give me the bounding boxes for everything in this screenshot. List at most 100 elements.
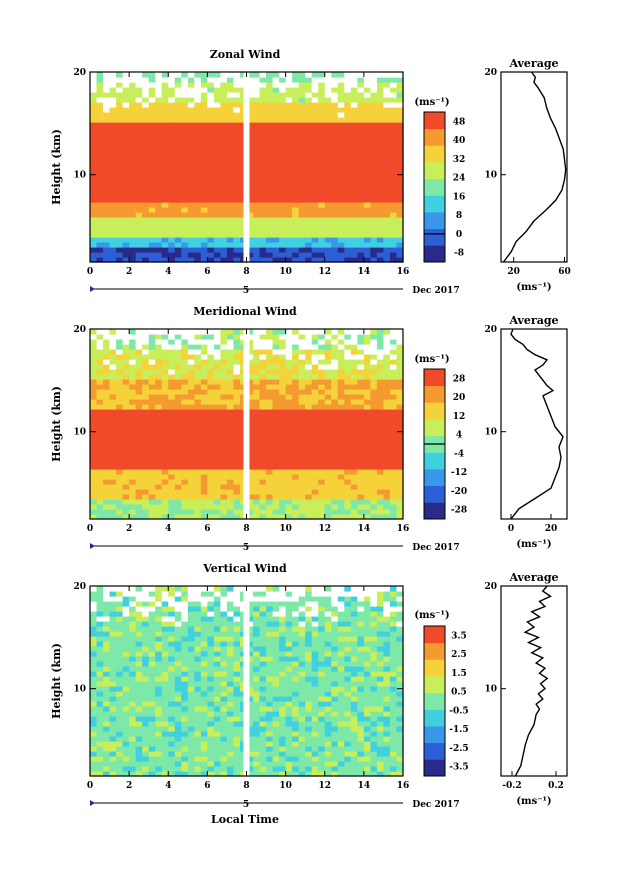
heatmap-cell xyxy=(298,232,306,238)
heatmap-cell xyxy=(396,479,404,485)
colorbar-tick-label: 24 xyxy=(453,174,466,184)
heatmap-cell xyxy=(220,359,228,365)
heatmap-cell xyxy=(116,509,124,515)
heatmap-cell xyxy=(259,666,267,672)
heatmap-cell xyxy=(96,671,104,677)
heatmap-cell xyxy=(194,429,202,435)
heatmap-cell xyxy=(174,374,182,380)
heatmap-cell xyxy=(370,364,378,370)
heatmap-cell xyxy=(383,454,391,460)
heatmap-cell xyxy=(305,489,313,495)
heatmap-cell xyxy=(370,344,378,350)
heatmap-cell xyxy=(226,339,235,345)
y-tick-label: 20 xyxy=(73,68,86,78)
heatmap-cell xyxy=(174,706,182,712)
heatmap-cell xyxy=(226,444,235,450)
heatmap-cell xyxy=(226,494,235,500)
heatmap-cell xyxy=(292,182,300,188)
heatmap-cell xyxy=(96,344,104,350)
heatmap-cell xyxy=(357,172,365,178)
heatmap-cell xyxy=(285,711,293,717)
heatmap-cell xyxy=(272,746,280,752)
heatmap-cell xyxy=(272,384,280,390)
heatmap-cell xyxy=(285,92,293,98)
heatmap-cell xyxy=(363,394,371,400)
heatmap-cell xyxy=(259,247,267,253)
heatmap-cell xyxy=(142,711,150,717)
heatmap-cell xyxy=(103,711,111,717)
heatmap-cell xyxy=(233,157,241,163)
heatmap-cell xyxy=(344,132,352,138)
heatmap-cell xyxy=(122,369,130,375)
heatmap-cell xyxy=(148,716,156,722)
heatmap-cell xyxy=(396,489,404,495)
heatmap-cell xyxy=(305,424,313,430)
heatmap-cell xyxy=(279,414,287,420)
heatmap-cell xyxy=(331,157,339,163)
heatmap-cell xyxy=(109,207,117,213)
heatmap-cell xyxy=(389,182,398,188)
heatmap-cell xyxy=(174,606,182,612)
heatmap-cell xyxy=(103,459,111,465)
heatmap-cell xyxy=(337,484,345,490)
heatmap-cell xyxy=(116,751,124,757)
colorbar-segment xyxy=(424,195,445,213)
heatmap-cell xyxy=(259,359,267,365)
heatmap-cell xyxy=(370,82,378,88)
heatmap-cell xyxy=(90,132,98,138)
heatmap-cell xyxy=(279,464,287,470)
heatmap-cell xyxy=(142,419,150,425)
heatmap-cell xyxy=(135,686,143,692)
heatmap-cell xyxy=(357,87,365,93)
heatmap-cell xyxy=(109,771,117,777)
heatmap-cell xyxy=(324,449,332,455)
heatmap-cell xyxy=(174,334,182,340)
heatmap-cell xyxy=(331,389,339,395)
heatmap-cell xyxy=(174,611,182,617)
heatmap-cell xyxy=(90,489,98,495)
heatmap-cell xyxy=(370,72,378,78)
heatmap-cell xyxy=(122,651,130,657)
heatmap-cell xyxy=(226,661,235,667)
heatmap-cell xyxy=(213,369,222,375)
heatmap-cell xyxy=(220,227,228,233)
heatmap-cell xyxy=(337,72,345,78)
heatmap-cell xyxy=(220,591,228,597)
heatmap-cell xyxy=(90,641,98,647)
heatmap-cell xyxy=(174,222,182,228)
heatmap-cell xyxy=(266,631,274,637)
heatmap-cell xyxy=(337,504,345,510)
heatmap-cell xyxy=(363,217,371,223)
heatmap-cell xyxy=(103,439,111,445)
heatmap-cell xyxy=(350,454,358,460)
heatmap-cell xyxy=(148,731,156,737)
heatmap-cell xyxy=(226,621,235,627)
heatmap-cell xyxy=(174,107,182,113)
heatmap-cell xyxy=(155,127,163,133)
heatmap-cell xyxy=(148,484,156,490)
heatmap-cell xyxy=(298,112,306,118)
heatmap-cell xyxy=(279,339,287,345)
heatmap-cell xyxy=(96,137,104,143)
heatmap-cell xyxy=(135,379,143,385)
heatmap-cell xyxy=(396,459,404,465)
heatmap-cell xyxy=(181,157,189,163)
heatmap-cell xyxy=(305,202,313,208)
heatmap-cell xyxy=(272,187,280,193)
heatmap-cell xyxy=(194,591,202,597)
heatmap-cell xyxy=(363,177,371,183)
heatmap-cell xyxy=(200,596,208,602)
heatmap-cell xyxy=(233,92,241,98)
heatmap-cell xyxy=(337,92,345,98)
heatmap-cell xyxy=(90,364,98,370)
heatmap-cell xyxy=(142,389,150,395)
heatmap-cell xyxy=(344,344,352,350)
heatmap-cell xyxy=(266,509,274,515)
heatmap-cell xyxy=(376,252,385,258)
heatmap-cell xyxy=(350,359,358,365)
heatmap-cell xyxy=(161,706,169,712)
heatmap-cell xyxy=(135,711,143,717)
heatmap-cell xyxy=(135,369,143,375)
heatmap-cell xyxy=(135,681,143,687)
